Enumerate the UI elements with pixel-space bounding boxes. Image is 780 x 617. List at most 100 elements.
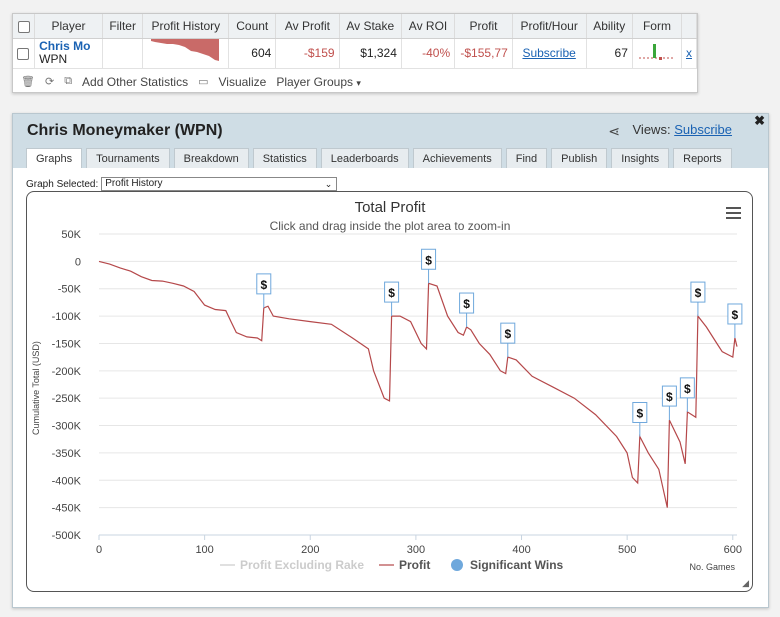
flag-box [421,248,437,270]
y-tick-label: -500K [52,530,82,542]
x-tick-label: 0 [96,544,102,556]
chevron-down-icon: ⌄ [324,179,333,189]
legend-label-excl-rake: Profit Excluding Rake [240,558,364,572]
tab-reports[interactable]: Reports [673,148,732,168]
player-cell: Chris Mo WPN [34,38,103,69]
count-value: 604 [228,38,277,69]
chevron-down-icon: ▾ [356,77,361,88]
x-tick-label: 600 [724,544,742,556]
close-icon[interactable]: ✖ [754,113,765,128]
tab-achievements[interactable]: Achievements [412,148,502,168]
header-player[interactable]: Player [34,14,103,39]
x-axis-label: No. Games [689,562,735,572]
tab-statistics[interactable]: Statistics [252,148,317,168]
header-profit[interactable]: Profit [454,14,513,39]
flag-box [727,303,743,325]
significant-win-flag: $ [500,322,516,358]
resize-handle-icon[interactable]: ◢ [742,578,749,588]
profit-history-sparkline [142,38,230,69]
header-filter[interactable]: Filter [102,14,144,39]
panel-header: Chris Moneymaker (WPN) ⋖ Views: Subscrib… [13,113,768,168]
y-tick-label: -450K [52,503,82,515]
flag-box [632,401,648,423]
player-groups-label: Player Groups [276,74,354,89]
tab-breakdown[interactable]: Breakdown [173,148,249,168]
refresh-icon[interactable]: ⟳ [44,76,55,88]
significant-win-flag: $ [459,292,475,328]
row-checkbox-cell[interactable] [13,38,36,69]
tab-graphs[interactable]: Graphs [26,148,83,168]
header-ability[interactable]: Ability [586,14,633,39]
profit-series-line [98,260,738,508]
flag-box [690,281,706,303]
profit-hour-cell: Subscribe [512,38,587,69]
header-profit-hour[interactable]: Profit/Hour [512,14,587,39]
significant-win-flag: $ [727,303,743,338]
significant-win-flag: $ [679,377,695,412]
dollar-icon: $ [388,286,395,300]
views-subscribe-link[interactable]: Subscribe [674,122,732,137]
header-form[interactable]: Form [632,14,683,39]
significant-win-flag: $ [421,248,437,284]
av-stake-value: $1,324 [339,38,402,69]
profit-chart[interactable]: Total Profit Click and drag inside the p… [27,192,753,592]
header-count[interactable]: Count [228,14,277,39]
header-profit-history[interactable]: Profit History [142,14,230,39]
table-row: Chris Mo WPN 604 -$159 $1,324 -40% -$155… [13,38,697,69]
chart-title: Total Profit [355,199,427,216]
tab-insights[interactable]: Insights [611,148,670,168]
flag-box [256,273,272,295]
profit-hour-subscribe-link[interactable]: Subscribe [522,46,576,60]
tab-find[interactable]: Find [505,148,548,168]
header-av-profit[interactable]: Av Profit [275,14,340,39]
row-checkbox[interactable] [17,47,29,60]
ability-value: 67 [586,38,633,69]
dollar-icon: $ [463,297,470,311]
legend-label-profit: Profit [399,558,430,572]
dollar-icon: $ [666,390,673,404]
av-roi-value: -40% [401,38,456,69]
significant-win-flag: $ [256,273,272,308]
tab-tournaments[interactable]: Tournaments [86,148,170,168]
form-chart [638,43,675,60]
chart-subtitle: Click and drag inside the plot area to z… [270,219,511,233]
trash-icon[interactable]: 🗑 [21,76,35,88]
y-tick-label: -150K [52,338,82,350]
chart-container[interactable]: Total Profit Click and drag inside the p… [26,191,753,592]
player-site: WPN [39,52,68,66]
share-icon[interactable]: ⋖ [608,123,620,139]
table-toolbar: 🗑 ⟳ ⧉ Add Other Statistics ▭ Visualize P… [13,69,697,95]
add-other-statistics-button[interactable]: Add Other Statistics [82,74,189,89]
player-groups-dropdown[interactable]: Player Groups ▾ [276,75,361,89]
filter-cell[interactable] [102,38,144,69]
graph-selector: Graph Selected: Profit History ⌄ [26,177,338,191]
tab-leaderboards[interactable]: Leaderboards [320,148,409,168]
select-all-checkbox-cell[interactable] [13,14,36,39]
y-tick-label: -300K [52,421,82,433]
significant-win-flag: $ [632,401,648,437]
tab-publish[interactable]: Publish [551,148,608,168]
menu-icon[interactable] [726,207,741,219]
graph-select-dropdown[interactable]: Profit History ⌄ [101,177,338,191]
remove-row-link[interactable]: x [686,46,692,60]
dollar-icon: $ [636,406,643,420]
player-name-link[interactable]: Chris Mo [39,40,91,53]
av-profit-value: -$159 [275,38,340,69]
y-tick-label: -250K [52,393,82,405]
x-tick-label: 200 [301,544,319,556]
dollar-icon: $ [695,286,702,300]
y-tick-label: -400K [52,475,82,487]
significant-wins-markers: $ $ $ $ $ $ $ $ $ $ [256,248,743,437]
select-all-checkbox[interactable] [17,20,30,33]
header-av-stake[interactable]: Av Stake [339,14,402,39]
legend-swatch-significant-wins [451,559,463,571]
y-tick-label: -100K [52,311,82,323]
significant-win-flag: $ [690,281,706,317]
x-tick-label: 400 [512,544,530,556]
profit-value: -$155,77 [454,38,513,69]
dollar-icon: $ [260,278,267,292]
remove-cell: x [681,38,697,69]
header-av-roi[interactable]: Av ROI [401,14,456,39]
header-remove [681,14,697,39]
visualize-button[interactable]: Visualize [218,74,267,89]
